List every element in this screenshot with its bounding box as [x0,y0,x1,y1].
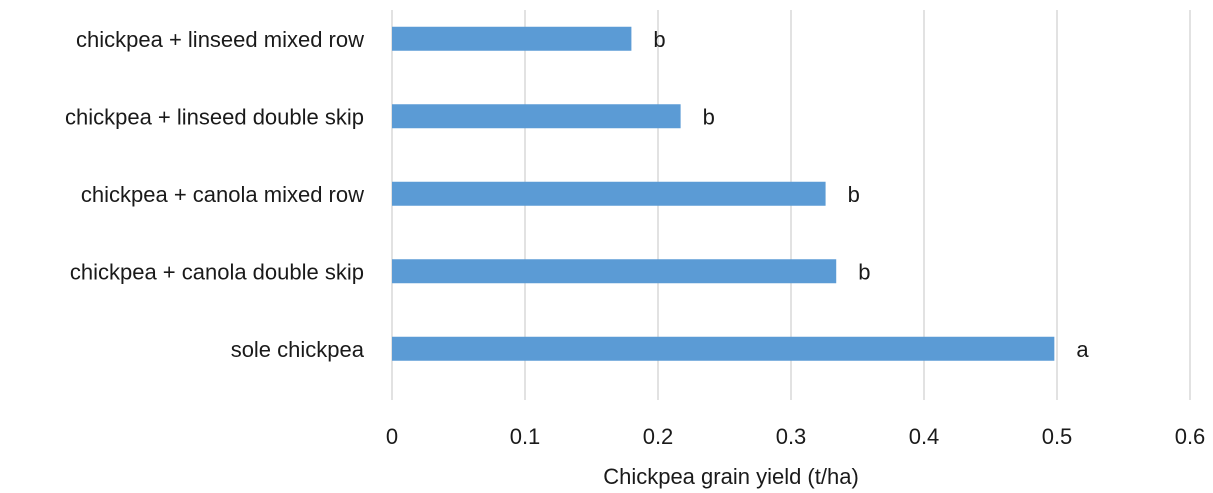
x-tick-label-6: 0.6 [1175,424,1206,449]
category-label-3: chickpea + canola double skip [70,259,364,284]
bar-2 [392,181,826,206]
x-tick-label-0: 0 [386,424,398,449]
category-label-0: chickpea + linseed mixed row [76,27,364,52]
category-label-4: sole chickpea [231,337,365,362]
x-tick-label-1: 0.1 [510,424,541,449]
bar-4 [392,336,1055,361]
bar-1 [392,104,681,129]
bar-3 [392,259,837,284]
category-labels: chickpea + linseed mixed row chickpea + l… [65,27,365,362]
significance-label-0: b [653,27,665,52]
x-tick-labels: 0 0.1 0.2 0.3 0.4 0.5 0.6 [386,424,1205,449]
significance-label-3: b [858,259,870,284]
x-tick-label-5: 0.5 [1042,424,1073,449]
significance-labels: b b b b a [653,27,1089,362]
bar-0 [392,26,632,51]
x-tick-label-3: 0.3 [776,424,807,449]
significance-label-1: b [703,104,715,129]
category-label-2: chickpea + canola mixed row [81,182,364,207]
bars [392,26,1055,361]
x-axis-title: Chickpea grain yield (t/ha) [603,464,859,489]
significance-label-4: a [1076,337,1089,362]
category-label-1: chickpea + linseed double skip [65,104,364,129]
significance-label-2: b [848,182,860,207]
x-tick-label-4: 0.4 [909,424,940,449]
x-tick-label-2: 0.2 [643,424,674,449]
